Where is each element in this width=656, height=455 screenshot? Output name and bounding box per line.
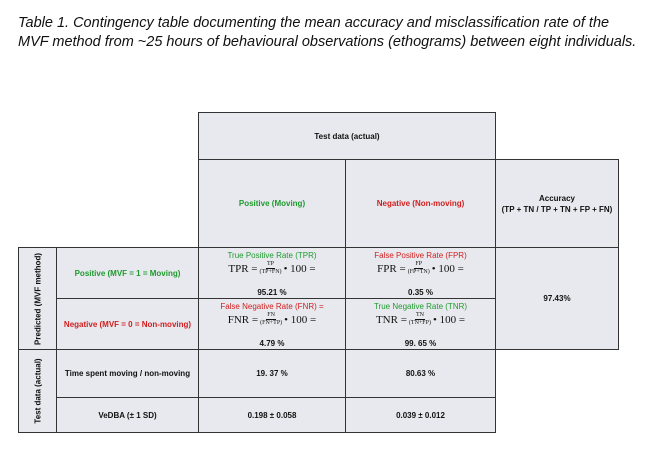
fnr-lhs: FNR = [227,313,259,326]
test-data-side-label: Test data (actual) [18,349,57,433]
accuracy-header-line2: (TP + TN / TP + TN + FP + FN) [501,204,613,214]
row-header-time: Time spent moving / non-moving [56,349,199,398]
test-data-side-label-text: Test data (actual) [33,358,42,424]
col-header-negative: Negative (Non-moving) [345,159,496,248]
tpr-rhs: • 100 = [283,262,316,275]
cell-tpr: True Positive Rate (TPR) TPR = TP (TP+FN… [198,247,346,299]
fpr-denominator: (FP+TN) [407,269,430,275]
predicted-side-label: Predicted (MVF method) [18,247,57,350]
tnr-lhs: TNR = [375,313,407,326]
row-header-vedba-label: VeDBA (± 1 SD) [98,410,157,420]
tnr-formula: TNR = TN (TN+FP) • 100 = [346,312,495,327]
tnr-denominator: (TN+FP) [408,320,431,326]
tpr-title: True Positive Rate (TPR) [227,251,317,260]
cell-vedba-moving: 0.198 ± 0.058 [198,397,346,433]
tpr-denominator: (TP+FN) [259,269,282,275]
test-data-header: Test data (actual) [198,112,496,160]
tpr-numerator: TP [266,261,276,269]
accuracy-value: 97.43% [543,294,571,303]
fnr-numerator: FN [266,312,276,320]
fnr-rhs: • 100 = [284,313,317,326]
fpr-lhs: FPR = [377,262,406,275]
fpr-fraction: FP (FP+TN) [408,261,430,276]
fpr-formula: FPR = FP (FP+TN) • 100 = [346,261,495,276]
fnr-fraction: FN (FN+TP) [260,312,282,327]
tpr-fraction: TP (TP+FN) [260,261,282,276]
tnr-title: True Negative Rate (TNR) [373,302,468,311]
tpr-value: 95.21 % [257,288,287,297]
row-header-vedba: VeDBA (± 1 SD) [56,397,199,433]
time-nonmoving-value: 80.63 % [405,369,436,378]
cell-vedba-nonmoving: 0.039 ± 0.012 [345,397,496,433]
row-header-negative: Negative (MVF = 0 = Non-moving) [56,298,199,350]
test-data-header-label: Test data (actual) [314,131,380,141]
fnr-denominator: (FN+TP) [260,320,283,326]
fpr-numerator: FP [414,261,424,269]
tnr-value: 99. 65 % [404,339,437,348]
cell-time-moving: 19. 37 % [198,349,346,398]
fpr-value: 0.35 % [408,288,433,297]
cell-fpr: False Positive Rate (FPR) FPR = FP (FP+T… [345,247,496,299]
accuracy-header: Accuracy (TP + TN / TP + TN + FP + FN) [495,159,619,248]
cell-fnr: False Negative Rate (FNR) = FNR = FN (FN… [198,298,346,350]
tnr-fraction: TN (TN+FP) [409,312,431,327]
cell-tnr: True Negative Rate (TNR) TNR = TN (TN+FP… [345,298,496,350]
col-header-positive: Positive (Moving) [198,159,346,248]
vedba-nonmoving-value: 0.039 ± 0.012 [396,410,445,420]
accuracy-value-cell: 97.43% [495,247,619,350]
row-header-negative-label: Negative (MVF = 0 = Non-moving) [63,319,192,329]
cell-time-nonmoving: 80.63 % [345,349,496,398]
row-header-positive: Positive (MVF = 1 = Moving) [56,247,199,299]
tpr-formula: TPR = TP (TP+FN) • 100 = [199,261,345,276]
accuracy-header-line1: Accuracy [538,193,576,203]
predicted-side-label-text: Predicted (MVF method) [33,252,42,345]
fpr-rhs: • 100 = [431,262,464,275]
time-moving-value: 19. 37 % [256,369,288,378]
col-header-negative-label: Negative (Non-moving) [376,199,465,208]
fnr-formula: FNR = FN (FN+TP) • 100 = [199,312,345,327]
row-header-time-label: Time spent moving / non-moving [64,369,191,378]
col-header-positive-label: Positive (Moving) [238,199,306,208]
vedba-moving-value: 0.198 ± 0.058 [247,410,297,420]
row-header-positive-label: Positive (MVF = 1 = Moving) [74,268,181,278]
tnr-numerator: TN [414,312,425,320]
fnr-title: False Negative Rate (FNR) = [220,302,324,311]
tnr-rhs: • 100 = [432,313,466,326]
tpr-lhs: TPR = [228,262,258,275]
table-caption: Table 1. Contingency table documenting t… [18,15,637,50]
fpr-title: False Positive Rate (FPR) [374,251,467,260]
fnr-value: 4.79 % [259,339,285,348]
